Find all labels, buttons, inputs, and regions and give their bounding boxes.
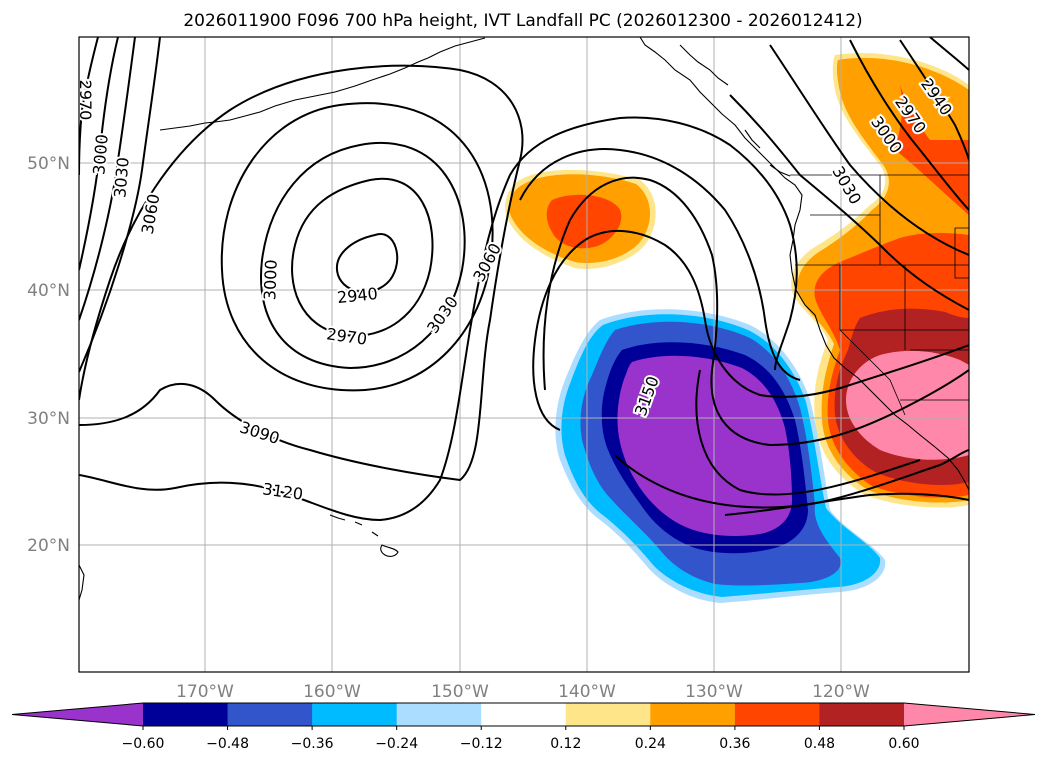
contour-label: 3000 xyxy=(89,133,111,175)
height-contours xyxy=(79,37,969,522)
colorbar-cell xyxy=(396,703,482,726)
colorbar-tick-label: 0.24 xyxy=(635,736,666,752)
lon-label: 170°W xyxy=(176,682,234,702)
colorbar-cell xyxy=(819,703,905,726)
contour-label: 3000 xyxy=(260,259,280,300)
colorbar-cell xyxy=(481,703,567,726)
colorbar-cell xyxy=(734,703,820,726)
colorbar-tick-label: −0.12 xyxy=(460,736,503,752)
colorbar-cell xyxy=(143,703,229,726)
lon-label: 160°W xyxy=(303,682,361,702)
lat-label: 30°N xyxy=(27,409,70,429)
colorbar-cell xyxy=(565,703,651,726)
figure-title: 2026011900 F096 700 hPa height, IVT Land… xyxy=(183,11,862,31)
longitude-labels: 170°W 160°W 150°W 140°W 130°W 120°W xyxy=(176,682,870,702)
colorbar-tick-label: 0.60 xyxy=(888,736,919,752)
positive-anomaly-offshore xyxy=(505,169,656,269)
colorbar-cell xyxy=(650,703,736,726)
colorbar-tick-label: 0.36 xyxy=(719,736,750,752)
lat-label: 50°N xyxy=(27,154,70,174)
gridlines xyxy=(79,37,969,672)
coastlines xyxy=(79,37,969,601)
lat-label: 40°N xyxy=(27,281,70,301)
colorbar-extend-min xyxy=(12,703,143,726)
map-frame xyxy=(78,36,970,673)
contour-label: 2970 xyxy=(76,80,95,121)
colorbar-tick-label: 0.48 xyxy=(804,736,835,752)
colorbar-tick-label: −0.36 xyxy=(291,736,334,752)
lon-label: 140°W xyxy=(558,682,616,702)
colorbar-tick-label: −0.48 xyxy=(206,736,249,752)
colorbar-tick-label: −0.24 xyxy=(375,736,418,752)
contour-label: 3030 xyxy=(110,156,132,198)
lat-label: 20°N xyxy=(27,536,70,556)
colorbar-tick-label: −0.60 xyxy=(122,736,165,752)
colorbar-cell xyxy=(227,703,313,726)
negative-anomaly xyxy=(555,309,886,603)
colorbar-tick-label: 0.12 xyxy=(550,736,581,752)
lon-label: 120°W xyxy=(812,682,870,702)
map-panel: 2970 3000 3030 3060 3000 2940 2970 3030 … xyxy=(76,37,969,672)
latitude-labels: 50°N 40°N 30°N 20°N xyxy=(27,154,70,556)
colorbar-cell xyxy=(312,703,398,726)
colorbar: −0.60 −0.48 −0.36 −0.24 −0.12 0.12 0.24 0.36 0.4… xyxy=(11,702,1036,752)
colorbar-extend-max xyxy=(904,703,1035,726)
lon-label: 150°W xyxy=(431,682,489,702)
lon-label: 130°W xyxy=(685,682,743,702)
